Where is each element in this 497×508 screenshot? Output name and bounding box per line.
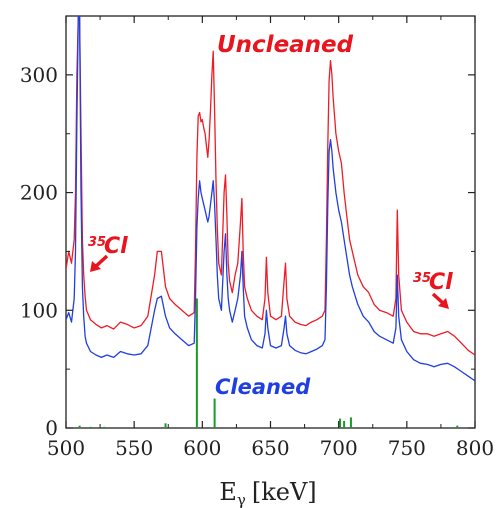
x-tick-label: 550	[115, 436, 153, 460]
cl-left-label: Cl	[104, 234, 128, 259]
arrowhead-right-icon	[438, 298, 449, 309]
y-tick-label: 0	[45, 416, 58, 440]
axes-frame	[65, 15, 476, 429]
series-line-cleaned	[66, 16, 475, 382]
cl-right-sup: 35	[413, 271, 431, 286]
y-tick-label: 300	[20, 63, 58, 87]
cl-right-label: Cl	[429, 270, 453, 295]
x-tick-label: 500	[47, 436, 85, 460]
x-tick-label: 650	[251, 436, 289, 460]
x-tick-label: 700	[320, 436, 358, 460]
cleaned-label: Cleaned	[215, 375, 311, 399]
uncleaned-label: Uncleaned	[217, 32, 354, 58]
arrowhead-left-icon	[90, 261, 101, 272]
plot-frame	[65, 15, 476, 429]
x-axis-title: Eγ [keV]	[219, 478, 316, 508]
cl-left-sup: 35	[88, 235, 106, 250]
x-axis-subscript: γ	[237, 491, 246, 508]
plot-area	[66, 16, 475, 428]
x-axis-unit: [keV]	[252, 478, 317, 506]
x-tick-label: 600	[183, 436, 221, 460]
series-line-uncleaned	[66, 16, 475, 356]
annotation-layer: Uncleaned Cleaned 35 Cl 35 Cl	[88, 32, 453, 399]
tick-layer: 500 550 600 650 700 750 800 0 100 200 300	[20, 16, 494, 460]
y-tick-label: 200	[20, 181, 58, 205]
x-tick-label: 800	[456, 436, 494, 460]
x-tick-label: 750	[388, 436, 426, 460]
x-axis-symbol: E	[219, 478, 237, 506]
y-tick-label: 100	[20, 298, 58, 322]
